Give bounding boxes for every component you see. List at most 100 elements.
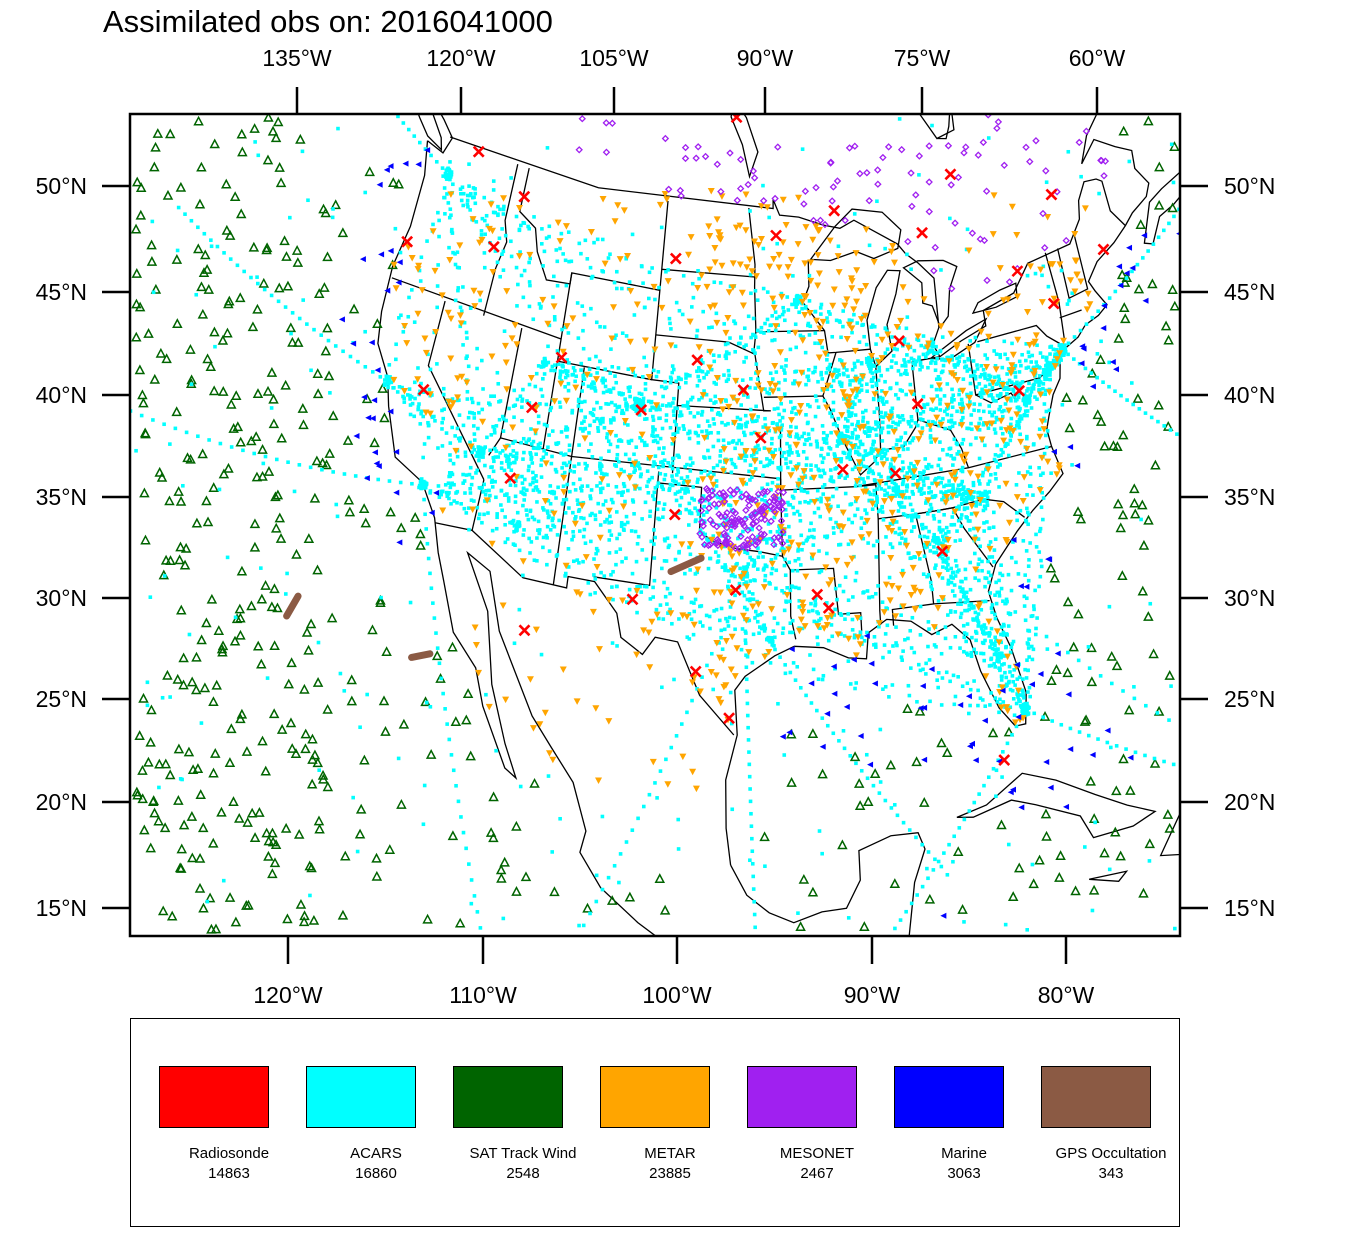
acars-marker [387,363,392,367]
acars-marker [679,476,684,480]
acars-marker [942,851,946,855]
sat-track-wind-marker [236,128,248,139]
acars-marker [924,501,928,505]
acars-marker [716,430,721,435]
acars-marker [896,369,901,373]
sat-track-wind-marker [624,891,636,902]
acars-marker [423,512,427,517]
acars-marker [590,454,595,459]
acars-marker [961,590,966,595]
acars-marker [611,416,616,420]
acars-marker [777,380,781,385]
acars-marker [585,463,589,468]
acars-marker [810,608,815,613]
sat-track-wind-marker [194,198,206,209]
acars-marker [966,357,971,361]
acars-marker [567,361,571,365]
acars-marker [918,470,922,475]
acars-marker [1005,357,1010,361]
acars-marker [680,487,684,491]
acars-marker [698,530,702,535]
acars-marker [1089,371,1094,375]
acars-marker [1066,650,1070,655]
acars-marker [745,564,750,569]
acars-marker [1013,370,1018,375]
acars-marker [1018,385,1022,389]
acars-marker [770,636,774,640]
acars-marker [1144,703,1148,708]
acars-marker [852,312,856,317]
sat-track-wind-marker [139,427,151,438]
acars-marker [1215,746,1219,750]
acars-marker [563,571,568,576]
sat-track-wind-marker [322,781,334,792]
sat-track-wind-marker [257,735,268,746]
acars-marker [932,545,936,549]
acars-marker [782,392,787,396]
acars-marker [670,483,675,488]
sat-track-wind-marker [317,457,328,468]
sat-track-wind-marker [1143,514,1154,525]
acars-marker [913,512,918,516]
sat-track-wind-marker [210,923,222,934]
acars-marker [688,373,692,378]
acars-marker [1018,432,1022,437]
acars-marker [319,333,324,337]
sat-track-wind-marker [185,453,196,464]
acars-marker [534,452,538,457]
acars-marker [829,384,834,389]
acars-marker [746,562,751,566]
acars-marker [596,501,601,506]
sat-track-wind-marker [1167,284,1178,295]
sat-track-wind-marker [393,178,404,189]
acars-marker [724,353,728,358]
acars-marker [874,645,878,649]
acars-marker [1207,452,1211,456]
acars-marker [911,513,916,517]
acars-marker [601,390,606,395]
sat-track-wind-marker [355,803,367,814]
acars-marker [679,722,684,726]
sat-track-wind-marker [1046,675,1057,686]
acars-marker [835,597,839,602]
acars-marker [598,510,602,514]
sat-track-wind-marker [358,503,370,514]
acars-marker [765,636,770,641]
acars-marker [1026,690,1030,694]
acars-marker [1017,370,1022,374]
acars-marker [434,631,438,635]
sat-track-wind-marker [340,850,351,861]
acars-marker [872,488,877,493]
acars-marker [1023,573,1027,577]
acars-marker [1072,335,1077,339]
acars-marker [1026,387,1030,391]
acars-marker [876,481,881,486]
acars-marker [990,413,994,418]
acars-marker [701,309,705,314]
acars-marker [600,887,605,892]
acars-marker [720,565,725,570]
sat-track-wind-marker [224,295,235,306]
sat-track-wind-marker [396,798,407,809]
acars-marker [641,804,646,809]
acars-marker [624,514,629,519]
sat-track-wind-marker [174,554,185,565]
acars-marker [755,328,760,333]
acars-marker [582,312,587,317]
acars-marker [473,201,478,206]
acars-marker [825,320,830,324]
acars-marker [969,650,974,655]
acars-marker [672,432,677,436]
acars-marker [482,482,486,487]
acars-marker [551,274,556,279]
acars-marker [499,461,504,465]
sat-track-wind-marker [267,125,279,136]
acars-marker [637,466,642,471]
acars-marker [586,384,591,389]
acars-marker [436,263,440,267]
acars-marker [1167,221,1171,226]
sat-track-wind-marker [286,657,297,668]
acars-marker [1107,296,1112,300]
acars-marker [874,342,878,346]
acars-marker [718,454,723,458]
